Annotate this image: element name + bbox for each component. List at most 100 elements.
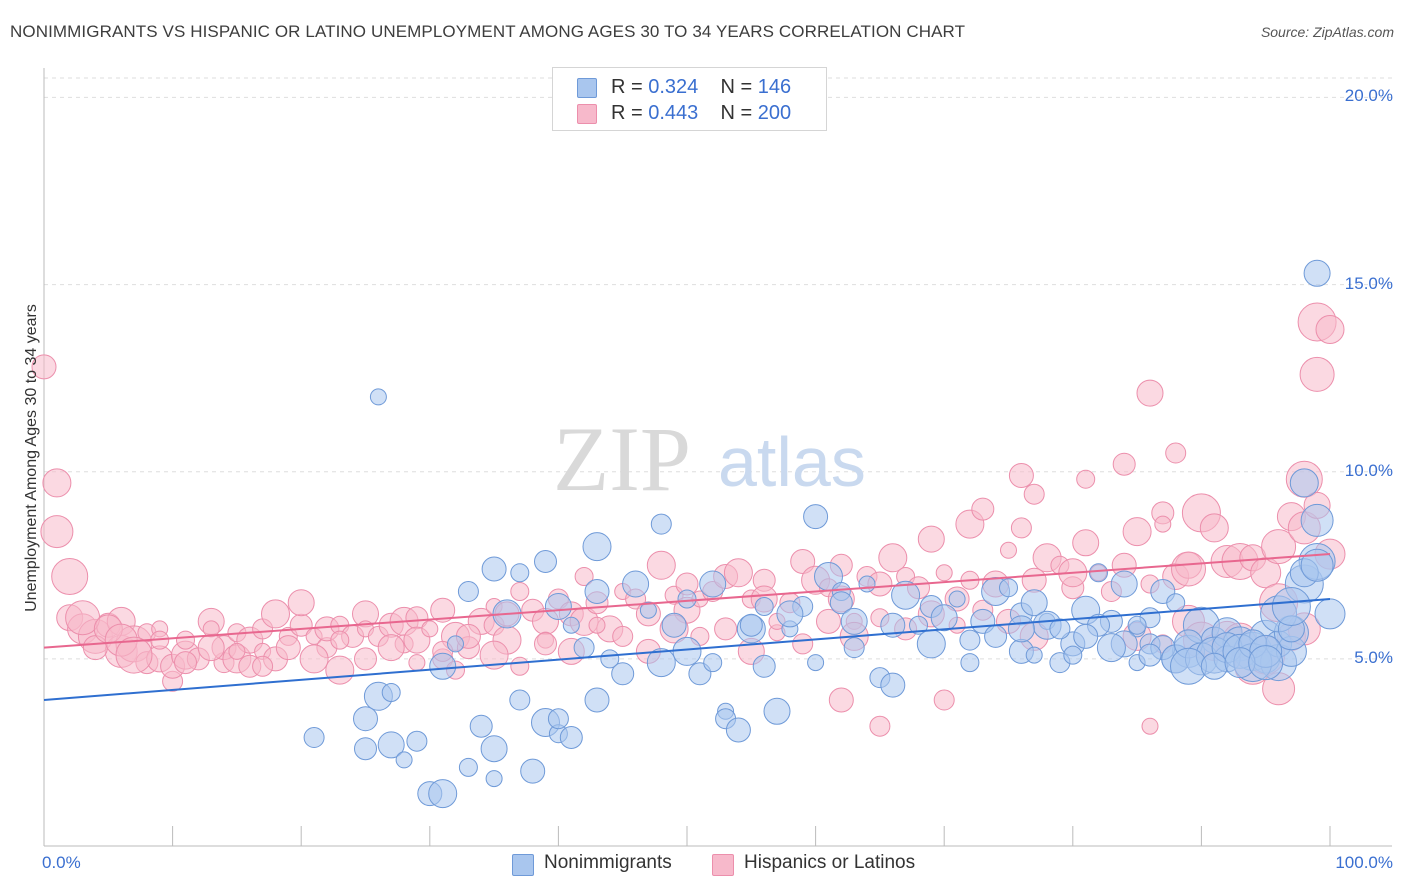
hispanics-point [935,564,953,582]
hispanics-point [252,655,274,677]
nonimmigrants-point [930,604,958,632]
nonimmigrants-point [650,513,672,535]
nonimmigrants-point [534,550,557,573]
hispanics-point [1141,717,1159,735]
hispanics-point [588,616,606,634]
legend-text: R = 0.324 N = 146 [611,76,792,98]
nonimmigrants-point [1020,589,1048,617]
nonimmigrants-point [880,612,906,638]
nonimmigrants-point [544,593,572,620]
hispanics-point [1000,541,1017,559]
nonimmigrants-point [1314,598,1346,630]
hispanics-point [510,582,530,601]
nonimmigrants-point [1110,570,1138,598]
y-tick-label: 15.0% [1344,273,1393,293]
hispanics-point [828,687,854,713]
hispanics-point [1136,379,1164,407]
hispanics-point [430,597,456,623]
nonimmigrants-point [584,687,610,713]
nonimmigrants-point [377,731,405,759]
nonimmigrants-point [622,570,650,598]
hispanics-point [878,543,908,573]
nonimmigrants-point [562,616,580,634]
hispanics-point [790,549,816,574]
nonimmigrants-point [1300,503,1334,537]
nonimmigrants-point [447,635,464,653]
nonimmigrants-point [639,601,657,619]
nonimmigrants-point [429,652,457,680]
nonimmigrants-point [1089,563,1108,583]
nonimmigrants-point [959,629,981,651]
nonimmigrants-point [880,672,906,698]
hispanics-point [1023,483,1045,505]
hispanics-point [1072,529,1100,557]
chart-source: Source: ZipAtlas.com [1260,24,1394,40]
nonimmigrants-point [948,590,966,608]
nonimmigrants-point [984,624,1008,648]
hispanics-point [646,550,676,580]
hispanics-point [534,632,557,656]
nonimmigrants-point [369,388,387,406]
hispanics-point [574,567,594,586]
hispanics-point [1154,515,1172,533]
nonimmigrants-point [1096,633,1126,663]
hispanics-point [197,634,225,662]
nonimmigrants-point [1300,548,1334,582]
hispanics-point [1076,469,1096,489]
legend-r-value: 0.324 [648,76,699,98]
nonimmigrants-point [1049,618,1071,640]
nonimmigrants-point [752,654,776,678]
nonimmigrants-point [843,637,865,659]
nonimmigrants-point [1063,645,1083,665]
nonimmigrants-point [303,727,325,748]
hispanics-point [1112,452,1136,476]
chart-title: NONIMMIGRANTS VS HISPANIC OR LATINO UNEM… [10,22,966,41]
legend-swatch-blue [512,854,534,876]
series-nonimmigrants-points [303,259,1346,809]
hispanics-point [40,515,74,549]
nonimmigrants-point [891,580,921,610]
hispanics-point [228,642,246,660]
nonimmigrants-point [1127,615,1147,635]
hispanics-point [42,468,72,498]
nonimmigrants-point [485,770,503,788]
hispanics-point [299,644,329,674]
nonimmigrants-point [858,575,876,593]
nonimmigrants-point [428,779,458,809]
nonimmigrants-point [703,653,723,673]
hispanics-point [816,608,841,634]
nonimmigrants-point [480,735,508,763]
hispanics-point [377,634,405,662]
nonimmigrants-point [754,597,774,616]
hispanics-point [714,617,738,641]
hispanics-point [1008,463,1034,488]
correlation-legend: R = 0.324 N = 146 R = 0.443 N = 200 [552,67,827,131]
nonimmigrants-point [353,706,378,732]
legend-n-value: 200 [757,102,792,124]
hispanics-point [115,636,153,674]
hispanics-point [287,589,315,617]
hispanics-point [354,647,377,671]
hispanics-point [261,599,290,629]
nonimmigrants-point [481,556,507,582]
hispanics-point [917,525,945,553]
hispanics-point [408,654,426,672]
hispanics-point [330,630,350,650]
legend-label: Hispanics or Latinos [744,852,916,873]
nonimmigrants-point [776,600,804,628]
nonimmigrants-trend-line [43,597,1331,702]
nonimmigrants-point [520,758,546,784]
hispanics-point [933,689,955,711]
nonimmigrants-point [909,615,928,635]
hispanics-point [479,640,509,670]
nonimmigrants-point [672,636,702,666]
y-tick-label: 5.0% [1354,647,1393,667]
nonimmigrants-point [1289,468,1319,498]
y-axis-title: Unemployment Among Ages 30 to 34 years [23,304,40,612]
watermark-zip: ZIP [553,408,691,510]
legend-swatch-pink [577,104,597,124]
nonimmigrants-point [457,581,479,602]
nonimmigrants-point [1138,643,1162,667]
hispanics-point [612,625,634,647]
legend-swatch-blue [577,78,597,98]
